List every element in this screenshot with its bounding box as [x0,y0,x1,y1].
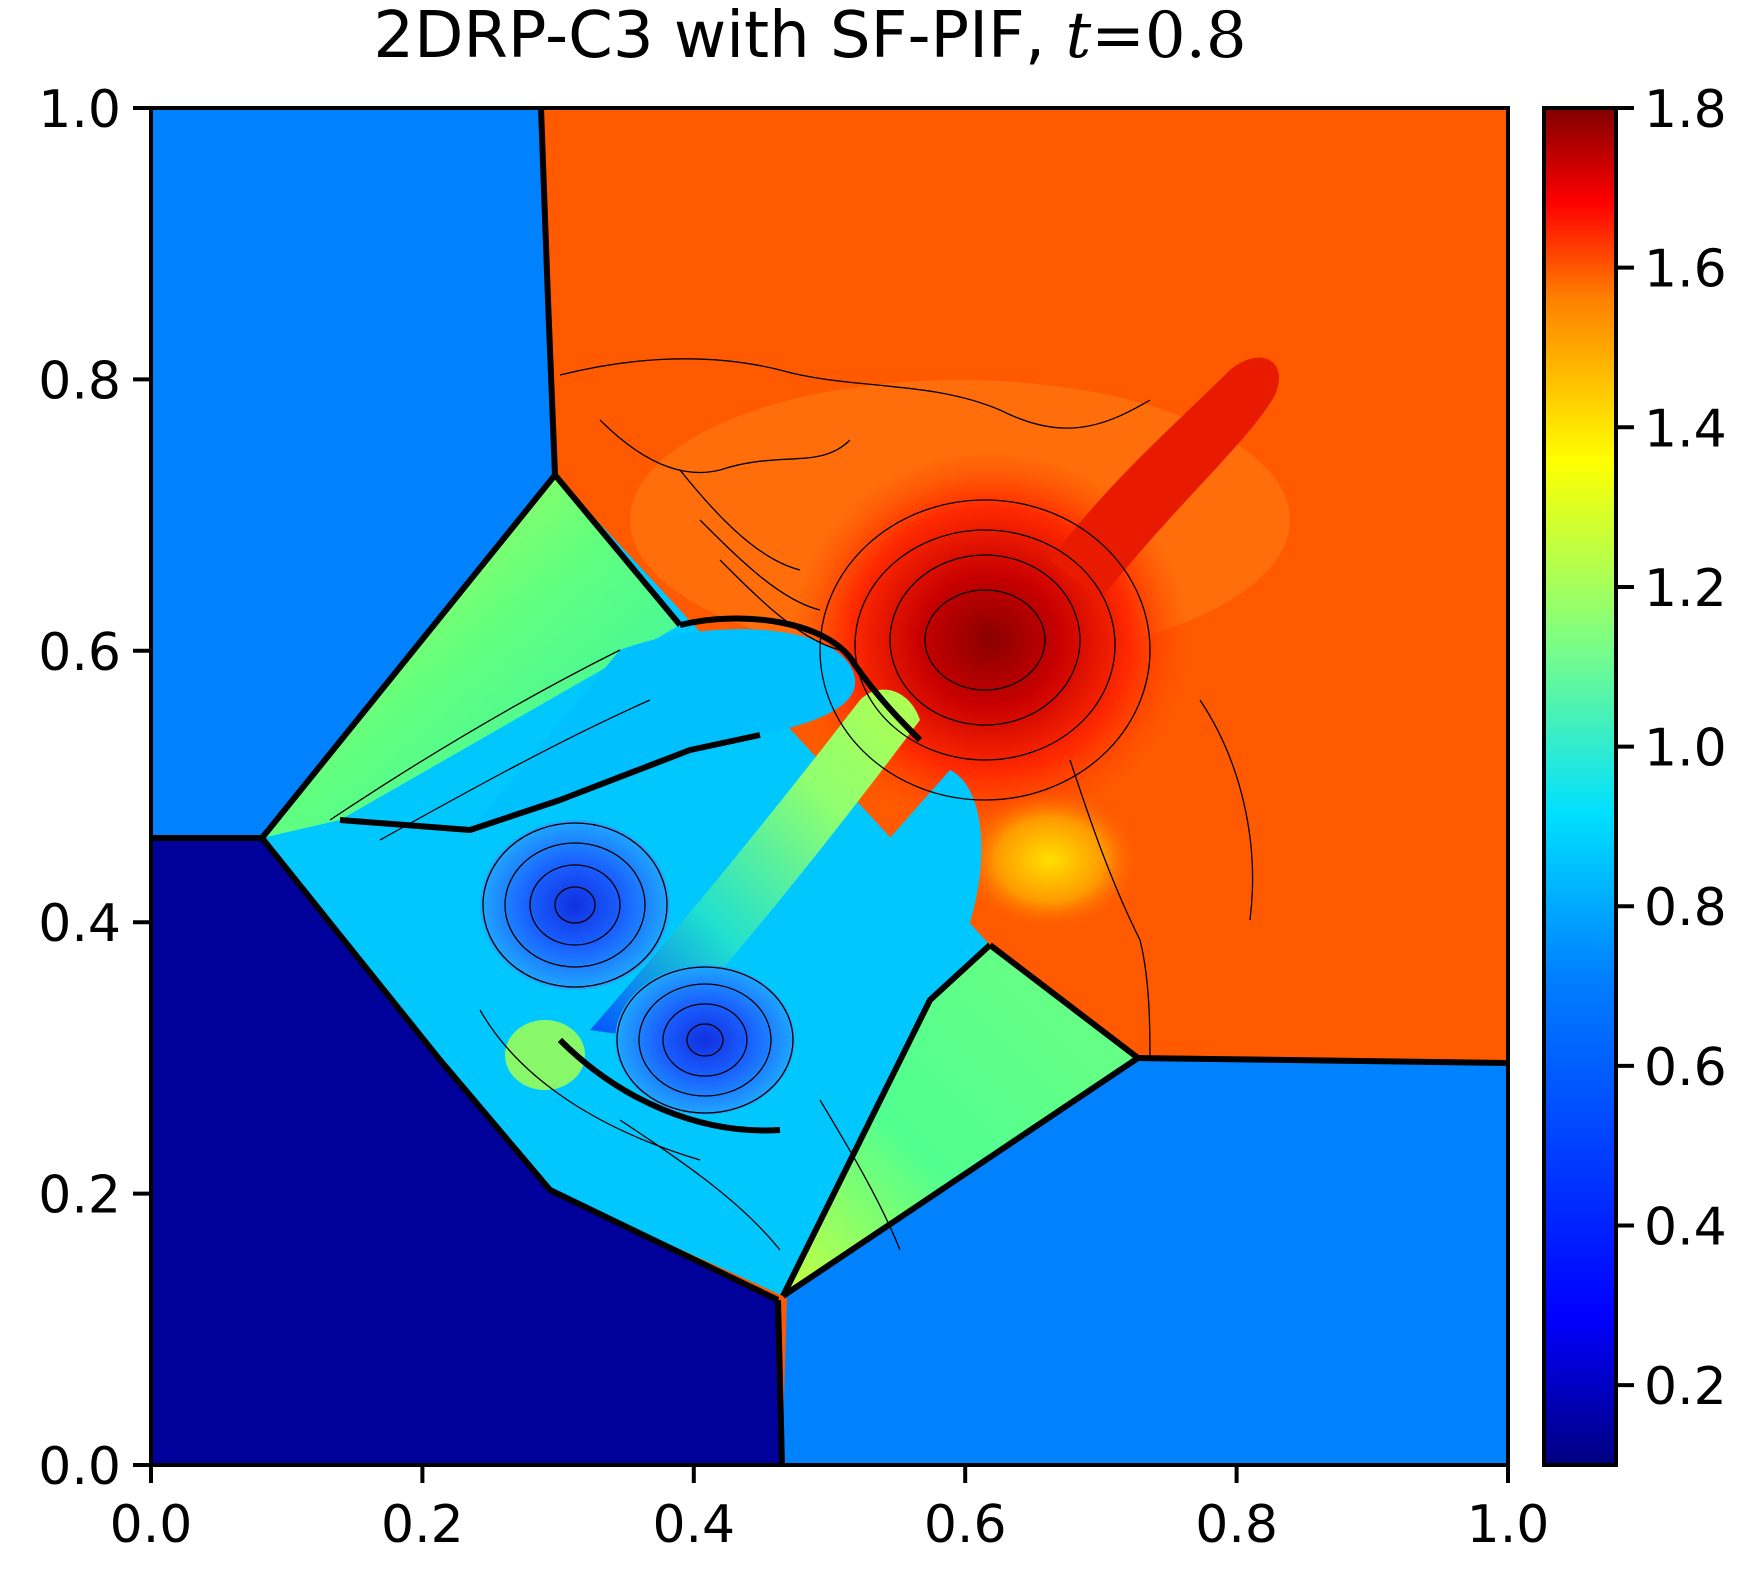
colorbar-tick-label: 1.0 [1644,719,1727,779]
x-tick-label: 0.0 [110,1495,193,1555]
colorbar: 0.2 0.4 0.6 0.8 1.0 1.2 1.4 1.6 1.8 [1542,80,1727,1467]
x-tick-label: 0.4 [652,1495,735,1555]
region-top-left [151,108,555,838]
colorbar-tick-label: 0.8 [1644,878,1727,938]
colorbar-tick-label: 1.2 [1644,559,1727,619]
jet-stem [590,689,920,1040]
y-tick-label: 0.0 [38,1437,121,1497]
x-tick-label: 0.8 [1195,1495,1278,1555]
jet-finger [1050,357,1279,600]
colorbar-tick-label: 1.4 [1644,399,1727,459]
yellow-green-blob [505,1020,585,1090]
lower-vortex [615,965,795,1115]
region-bottom-left [151,838,782,1465]
y-axis: 0.0 0.2 0.4 0.6 0.8 1.0 [38,80,151,1497]
colorbar-tick-label: 0.4 [1644,1198,1727,1258]
mushroom-cap-lower [720,770,982,1180]
axes-frame [149,106,1510,1467]
y-tick-label: 1.0 [38,80,121,140]
x-tick-label: 1.0 [1467,1495,1550,1555]
x-tick-label: 0.2 [381,1495,464,1555]
region-upper-triangle [262,475,680,838]
colorbar-frame [1542,106,1618,1467]
yellow-patch [960,790,1140,930]
colorbar-axis: 0.2 0.4 0.6 0.8 1.0 1.2 1.4 1.6 1.8 [1616,80,1727,1417]
colorbar-tick-label: 0.6 [1644,1038,1727,1098]
plot-area [151,108,1508,1465]
x-axis: 0.0 0.2 0.4 0.6 0.8 1.0 [110,1465,1550,1555]
region-lower-triangle [783,945,1138,1296]
contour-lines [329,358,1254,1251]
mushroom-cap-upper [470,629,856,830]
y-tick-label: 0.8 [38,351,121,411]
chart-title: 2DRP-C3 with SF-PIF, t=0.8 [373,0,1246,73]
x-tick-label: 0.6 [924,1495,1007,1555]
colorbar-tick-label: 1.6 [1644,240,1727,300]
y-tick-label: 0.2 [38,1166,121,1226]
upper-vortex [480,820,670,990]
y-tick-label: 0.4 [38,894,121,954]
colorbar-gradient [1544,108,1616,1465]
y-tick-label: 0.6 [38,623,121,683]
region-bottom-right [782,1058,1508,1465]
shock-lines [151,108,1508,1465]
colorbar-tick-label: 0.2 [1644,1357,1727,1417]
colorbar-tick-label: 1.8 [1644,80,1727,140]
